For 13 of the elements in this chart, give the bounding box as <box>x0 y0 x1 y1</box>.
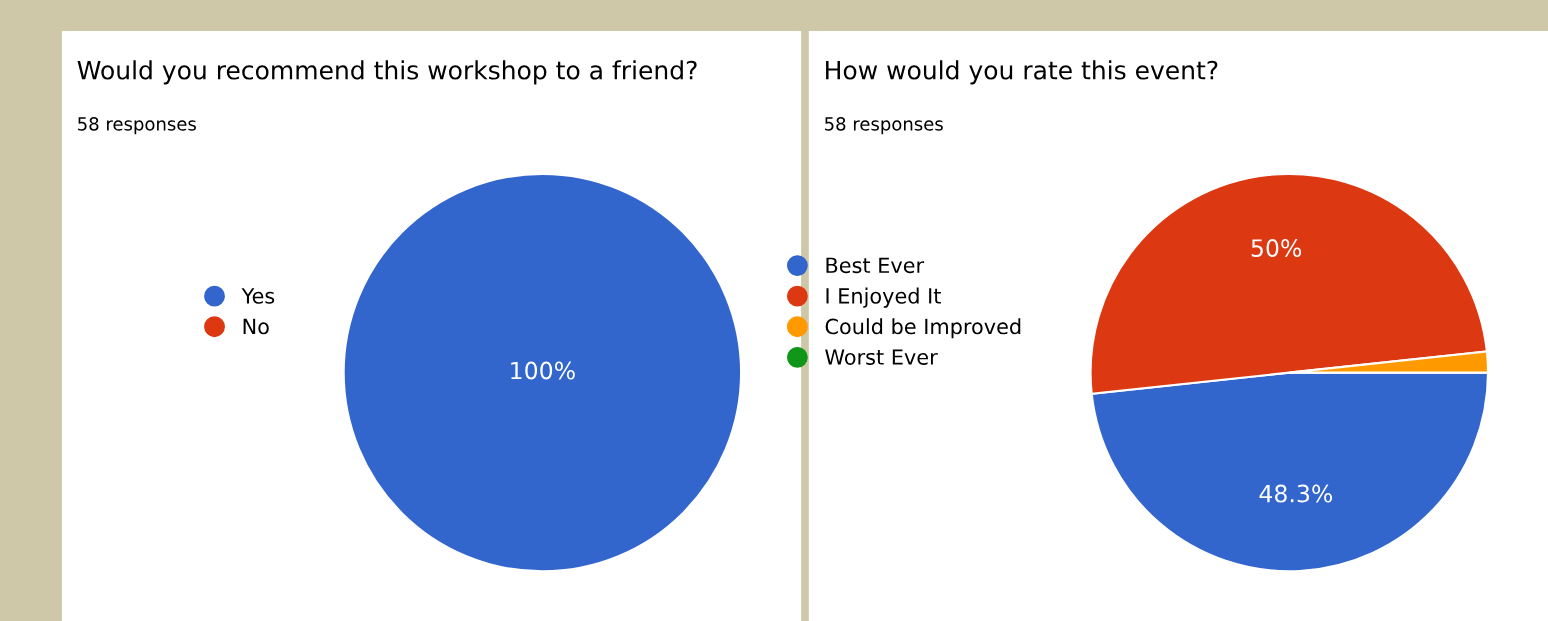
data-label: 50% <box>1251 239 1302 257</box>
legend-label: No <box>243 318 269 335</box>
data-label: 48.3% <box>1259 484 1333 503</box>
data-label: 100% <box>511 361 575 380</box>
legend-label: I Enjoyed It <box>826 287 941 308</box>
chart-subtitle: 58 responses <box>825 117 943 135</box>
chart-title: Would you recommend this workshop to a friend? <box>77 60 697 85</box>
legend-label: Best Ever <box>826 257 925 274</box>
chart-subtitle: 58 responses <box>78 117 196 135</box>
legend-label: Could be Improved <box>825 318 1021 339</box>
chart-title: How would you rate this event? <box>826 60 1218 85</box>
legend-label: Yes <box>241 288 275 304</box>
legend-label: Worst Ever <box>825 349 938 365</box>
